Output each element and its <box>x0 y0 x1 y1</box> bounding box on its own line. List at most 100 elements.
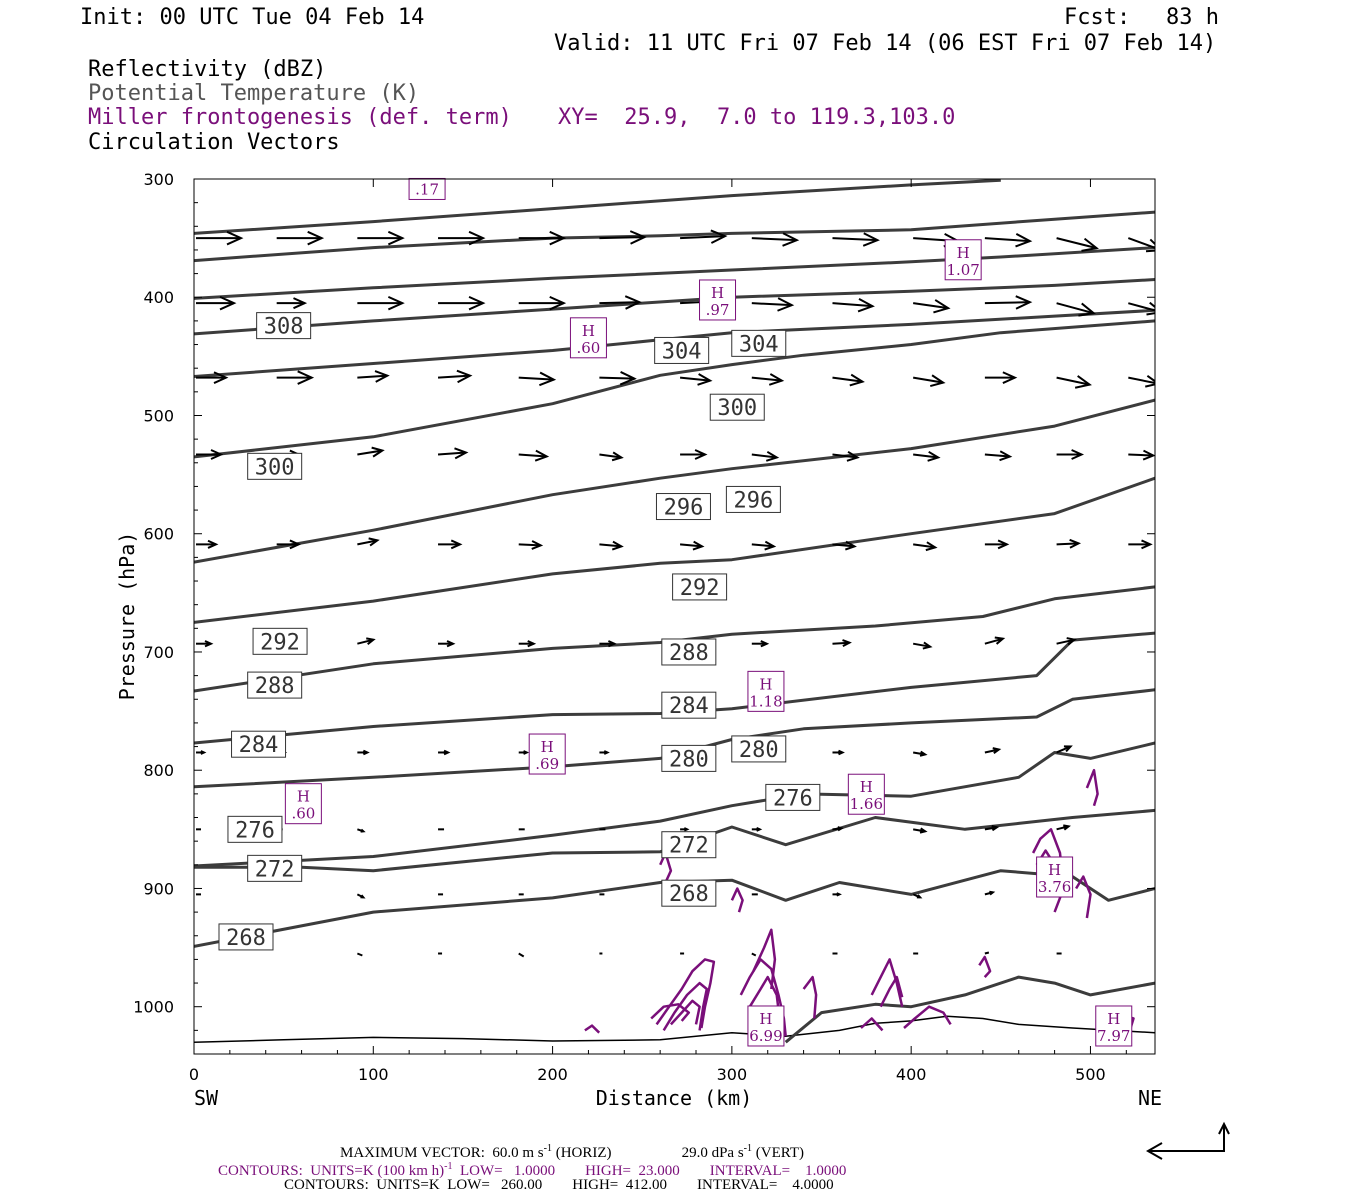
theta-contour <box>194 476 1155 624</box>
svg-text:H: H <box>759 1010 772 1028</box>
circulation-vector <box>196 750 207 755</box>
svg-text:H: H <box>1048 861 1061 879</box>
svg-text:276: 276 <box>235 818 275 843</box>
forecast-hour: 83 h <box>1166 5 1219 30</box>
x-axis-title: Distance (km) <box>596 1086 753 1110</box>
frontogenesis-contour <box>903 1005 952 1029</box>
theta-label: 304 <box>654 336 710 364</box>
circulation-vector <box>1056 745 1073 754</box>
circulation-vector <box>1128 375 1155 388</box>
circulation-vector <box>984 747 1002 755</box>
frontogenesis-max: .17 <box>408 177 446 200</box>
frontogenesis-max: H1.66 <box>847 773 885 815</box>
circulation-vector <box>912 641 933 650</box>
y-tick-label: 300 <box>143 170 174 189</box>
theta-label: 308 <box>256 312 312 340</box>
circulation-vector <box>518 371 557 387</box>
svg-text:304: 304 <box>662 339 702 364</box>
frontogenesis-contour <box>860 1017 884 1032</box>
svg-text:296: 296 <box>734 488 774 513</box>
circulation-vector <box>599 230 647 245</box>
circulation-vector <box>984 825 1000 832</box>
theta-contour <box>194 246 1155 300</box>
circulation-vector <box>518 540 544 550</box>
frontogenesis-contour <box>650 1003 691 1022</box>
axis-layer: 300 400 500 600 700 800 900 1000 0 100 200 300 400 50… <box>133 170 1155 1084</box>
svg-text:3.76: 3.76 <box>1038 878 1071 896</box>
frontogenesis-contour <box>662 981 709 1032</box>
circulation-vector <box>599 540 624 551</box>
circulation-vector <box>518 640 537 648</box>
circulation-vector <box>518 750 530 755</box>
svg-text:268: 268 <box>669 882 709 907</box>
frontogenesis-contour <box>730 887 744 913</box>
circulation-vector <box>438 230 486 246</box>
svg-text:272: 272 <box>669 834 709 859</box>
circulation-vector <box>832 450 860 462</box>
frontogenesis-contour <box>752 928 777 990</box>
field-reflectivity: Reflectivity (dBZ) <box>88 57 327 82</box>
circulation-vector <box>599 640 617 648</box>
circulation-vector <box>913 450 941 462</box>
frontogenesis-max: H1.07 <box>944 239 982 281</box>
theta-contour <box>194 398 1155 564</box>
svg-text:288: 288 <box>669 641 709 666</box>
x-tick-label: 200 <box>537 1065 568 1084</box>
theta-label: 300 <box>247 452 303 480</box>
circulation-vector <box>1056 302 1096 317</box>
fronto-contour-note: CONTOURS: UNITS=K (100 km h)-1 LOW= 1.00… <box>218 1158 846 1180</box>
y-tick-label: 400 <box>143 288 174 307</box>
circulation-vector <box>437 369 473 384</box>
max-vector-vert-exp: -1 <box>743 1143 752 1154</box>
svg-text:276: 276 <box>773 786 813 811</box>
circulation-vector <box>832 749 845 756</box>
theta-contour <box>194 179 1001 235</box>
circulation-vector <box>196 449 224 460</box>
svg-text:6.99: 6.99 <box>749 1027 782 1045</box>
frontogenesis-max: H1.18 <box>747 670 785 712</box>
circulation-vector <box>357 637 376 645</box>
theta-contour <box>784 975 1155 1044</box>
theta-contour <box>194 631 1155 745</box>
frontogenesis-max: H.60 <box>284 783 322 825</box>
circulation-vector <box>196 295 237 311</box>
circulation-vector <box>913 299 951 314</box>
forecast-label: Fcst: <box>1064 5 1131 30</box>
max-vector-vert-unit: (VERT) <box>752 1145 805 1161</box>
frontogenesis-max-layer: .17H1.07H.97H.60H1.18H.69H1.66H.60H3.76H… <box>284 177 1133 1047</box>
svg-text:300: 300 <box>717 396 757 421</box>
y-axis-title: Pressure (hPa) <box>115 532 139 701</box>
frontogenesis-contour <box>659 851 673 884</box>
frontogenesis-contour <box>1075 875 1092 919</box>
frontogenesis-max: H.69 <box>528 733 566 775</box>
circulation-vector <box>832 297 875 313</box>
theta-label: 284 <box>231 730 287 758</box>
theta-label: 296 <box>725 485 781 513</box>
circulation-vector <box>438 295 486 311</box>
circulation-vector <box>984 371 1018 384</box>
circulation-vector <box>1127 237 1155 253</box>
circulation-vector <box>1056 449 1085 460</box>
circulation-vector <box>1056 637 1077 646</box>
theta-contour <box>194 210 1155 263</box>
circulation-vector <box>1128 449 1155 461</box>
circulation-vector <box>984 295 1033 310</box>
circulation-vector <box>1056 538 1082 549</box>
frontogenesis-contour <box>748 975 782 1025</box>
svg-text:.60: .60 <box>291 805 315 823</box>
circulation-vector <box>680 827 690 832</box>
circulation-vector <box>832 639 852 648</box>
y-tick-label: 1000 <box>133 998 174 1017</box>
theta-label: 288 <box>661 638 717 666</box>
circulation-vector <box>679 373 713 386</box>
svg-text:H: H <box>711 284 724 302</box>
svg-text:308: 308 <box>264 315 304 340</box>
svg-text:H: H <box>297 788 310 806</box>
circulation-vector <box>1128 539 1153 550</box>
circulation-vector <box>276 230 325 246</box>
theta-label: 272 <box>661 831 717 859</box>
circulation-vector <box>832 826 844 832</box>
circulation-vector <box>518 295 567 311</box>
frontogenesis-contour <box>1085 768 1099 807</box>
theta-contour <box>194 869 1155 948</box>
